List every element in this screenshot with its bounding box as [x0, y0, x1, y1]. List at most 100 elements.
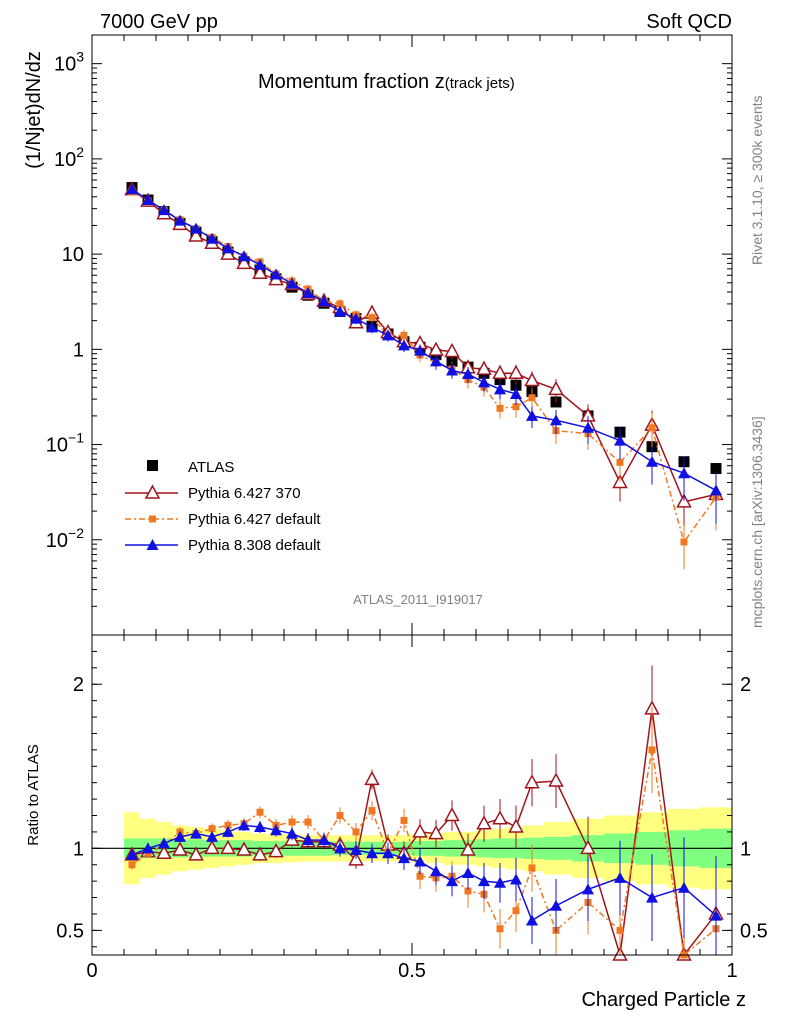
y-tick-label-main: 10: [62, 244, 84, 266]
ratio-point: [224, 821, 232, 829]
ratio-point: [492, 810, 508, 825]
main-point: [676, 493, 692, 508]
main-point: [382, 329, 394, 341]
ratio-point: [222, 825, 234, 837]
ratio-point: [208, 825, 216, 833]
main-point: [494, 383, 506, 395]
legend-item-pythia6-370: Pythia 6.427 370: [125, 484, 301, 502]
ratio-point: [494, 876, 506, 888]
main-point: [710, 463, 722, 475]
main-point: [318, 295, 330, 307]
ratio-point: [204, 839, 220, 855]
legend-item-pythia6-default: Pythia 6.427 default: [125, 511, 321, 528]
series-curves: [124, 181, 724, 961]
x-tick-label: 0: [86, 960, 97, 982]
ratio-point: [476, 815, 492, 830]
main-point: [430, 355, 442, 367]
ratio-point: [238, 819, 250, 831]
main-point: [446, 355, 458, 367]
y-tick-base: 10: [54, 149, 76, 171]
y-tick-exp: −2: [68, 525, 84, 541]
y-tick-exp: 3: [76, 49, 84, 65]
ratio-point: [478, 875, 490, 887]
ratio-point: [508, 818, 524, 833]
main-point: [478, 376, 490, 388]
ratio-point: [414, 855, 426, 867]
ratio-point: [524, 774, 540, 789]
main-series-3: [126, 183, 722, 524]
y-tick-label-ratio-left: 1: [73, 838, 84, 860]
main-point: [366, 321, 378, 333]
main-point: [680, 538, 688, 546]
main-point: [400, 331, 408, 339]
ratio-point: [460, 841, 476, 856]
ratio-point: [220, 839, 236, 855]
ratio-point: [350, 843, 362, 855]
ratio-point: [548, 772, 564, 787]
main-point: [616, 458, 624, 466]
ratio-point: [510, 873, 522, 885]
legend-label-pythia8: Pythia 8.308 default: [188, 537, 321, 554]
header-right: Soft QCD: [646, 11, 732, 33]
legend-label-pythia6-default: Pythia 6.427 default: [188, 511, 321, 528]
main-point: [582, 421, 594, 433]
ratio-point: [512, 907, 520, 915]
ratio-point: [430, 865, 442, 877]
ratio-point: [364, 770, 380, 786]
y-tick-base: 10: [46, 435, 68, 457]
ratio-point: [288, 818, 296, 826]
main-point: [462, 368, 474, 380]
main-point: [126, 183, 138, 195]
ratio-point: [352, 828, 360, 836]
ratio-point: [128, 861, 136, 869]
main-point: [510, 387, 522, 399]
ratio-point: [428, 824, 444, 840]
legend-item-pythia8: Pythia 8.308 default: [125, 537, 321, 554]
ratio-point: [252, 846, 268, 861]
source-label: mcplots.cern.ch [arXiv:1306.3436]: [749, 416, 765, 628]
main-series-0: [126, 182, 722, 475]
ratio-point: [412, 823, 428, 838]
legend-label-atlas: ATLAS: [188, 459, 234, 476]
main-point: [496, 404, 504, 412]
ratio-point: [528, 864, 536, 872]
ratio-point: [334, 842, 346, 854]
y-tick-label-ratio-left: 0.5: [56, 920, 84, 942]
ratio-point: [580, 839, 596, 855]
title-suffix: (track jets): [445, 75, 515, 92]
y-tick-label-main: 1: [73, 339, 84, 361]
main-point: [222, 242, 234, 254]
y-tick-label-ratio-right: 1: [740, 838, 751, 860]
main-point: [614, 434, 626, 446]
ratio-point: [368, 807, 376, 815]
title-main: Momentum fraction z: [258, 71, 445, 93]
ratio-point: [710, 909, 722, 921]
main-point: [526, 409, 538, 421]
y-tick-base: 10: [54, 54, 76, 76]
main-point: [238, 250, 250, 262]
ratio-point: [582, 883, 594, 895]
main-point: [142, 194, 154, 206]
ratio-point: [190, 827, 202, 839]
x-tick-label: 0.5: [398, 960, 426, 982]
ratio-point: [268, 843, 284, 858]
main-point: [270, 268, 282, 280]
main-point: [302, 287, 314, 299]
ratio-point: [462, 866, 474, 878]
ratio-frame: [91, 634, 733, 956]
legend-marker-pythia8: [146, 539, 159, 550]
y-tick-base: 1: [73, 339, 84, 361]
main-title: Momentum fraction z(track jets): [258, 71, 515, 93]
legend-marker-pythia6-370: [144, 484, 161, 499]
main-point: [512, 403, 520, 411]
main-point: [188, 227, 204, 242]
ratio-point: [416, 872, 424, 880]
ratio-point: [142, 842, 154, 854]
main-point: [252, 264, 268, 279]
ratio-point: [236, 841, 252, 856]
main-point: [368, 314, 376, 322]
ratio-point: [206, 830, 218, 842]
y-tick-exp: −1: [68, 430, 84, 446]
ratio-point: [286, 827, 298, 839]
